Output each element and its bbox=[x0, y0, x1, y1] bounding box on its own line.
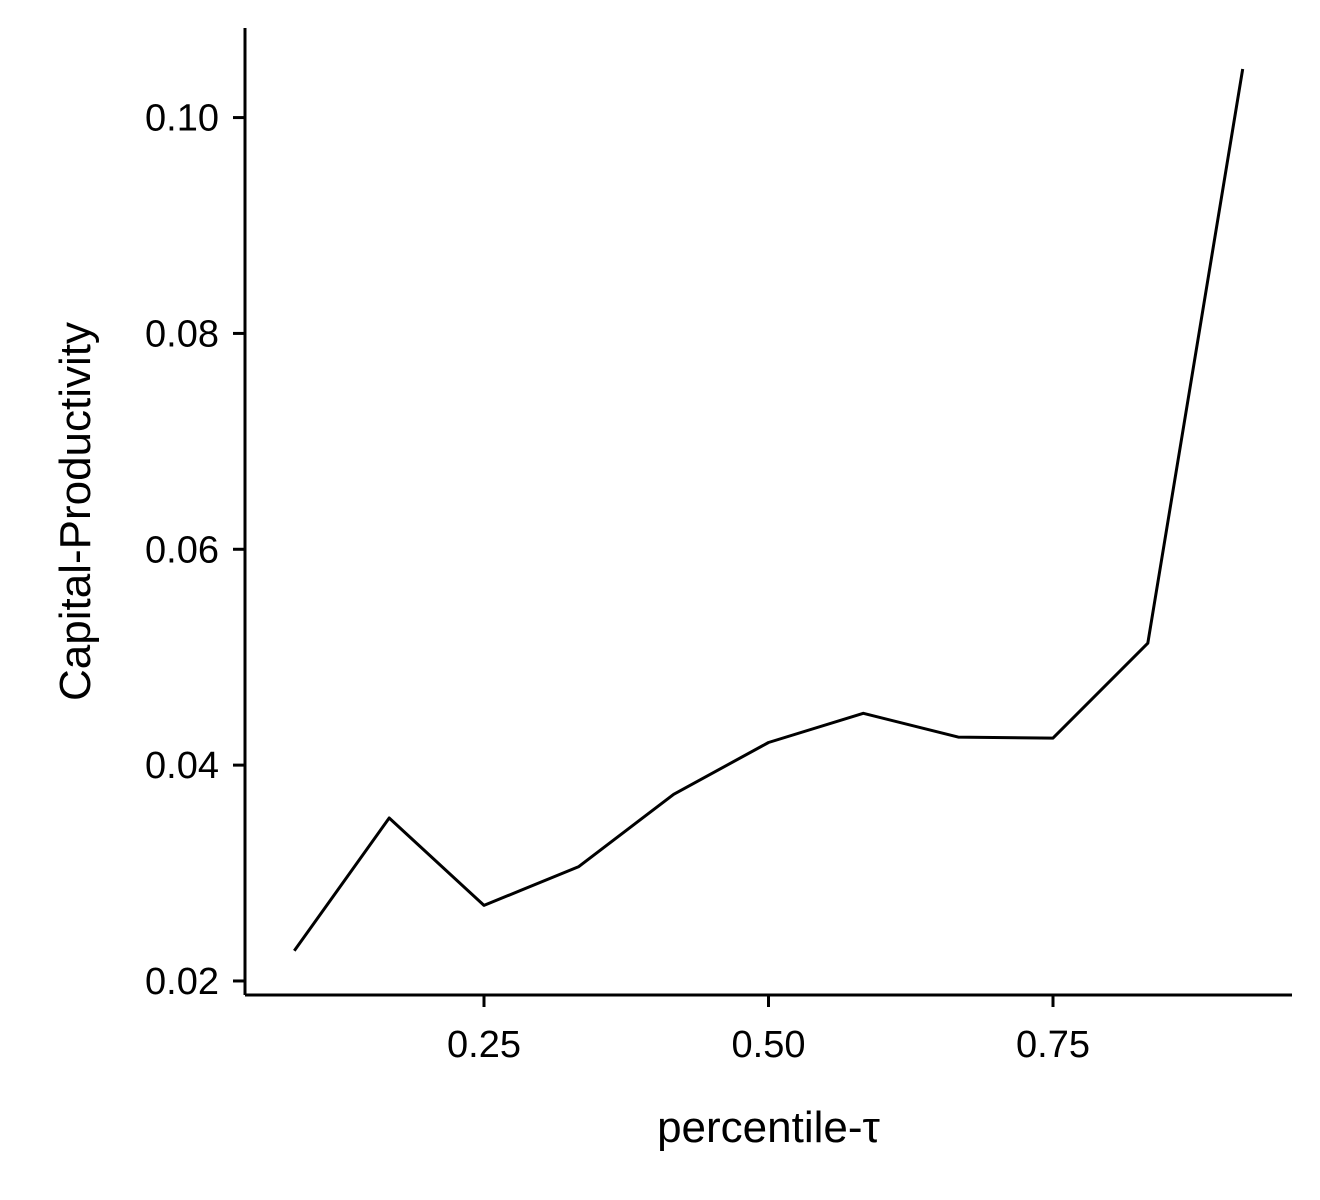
x-tick-label: 0.50 bbox=[732, 1024, 806, 1066]
y-tick-label: 0.06 bbox=[145, 529, 219, 571]
y-tick-label: 0.10 bbox=[145, 98, 219, 140]
x-axis-ticks: 0.25 0.50 0.75 bbox=[447, 995, 1090, 1066]
capital-productivity-line bbox=[293, 68, 1245, 952]
y-tick-label: 0.08 bbox=[145, 313, 219, 355]
x-axis-title: percentile-τ bbox=[657, 1103, 880, 1152]
y-axis-ticks: 0.02 0.04 0.06 0.08 0.10 bbox=[145, 98, 245, 1003]
y-tick-label: 0.02 bbox=[145, 961, 219, 1003]
x-tick-label: 0.75 bbox=[1016, 1024, 1090, 1066]
y-tick-label: 0.04 bbox=[145, 745, 219, 787]
y-axis-title: Capital-Productivity bbox=[51, 322, 100, 701]
x-tick-label: 0.25 bbox=[447, 1024, 521, 1066]
